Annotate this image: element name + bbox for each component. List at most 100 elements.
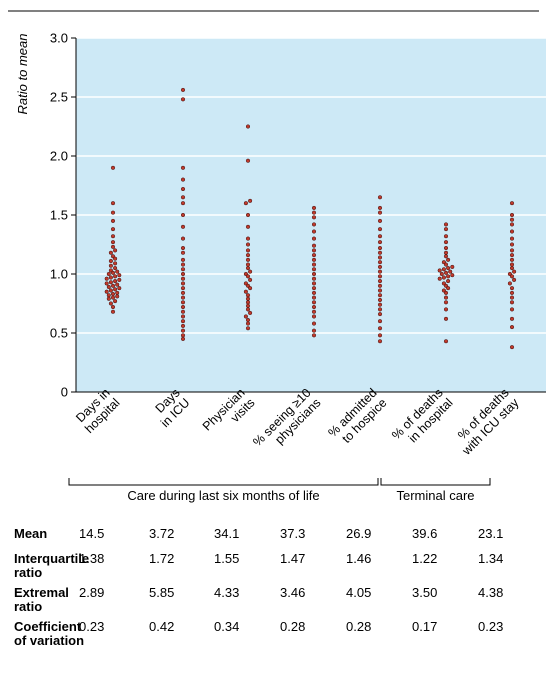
data-point [377, 297, 383, 303]
data-point [509, 236, 515, 241]
data-point [443, 234, 449, 239]
data-point [441, 267, 446, 272]
data-point [509, 345, 515, 350]
data-point [113, 256, 118, 261]
data-point [245, 303, 251, 308]
data-point [512, 269, 517, 274]
stats-value: 37.3 [280, 526, 306, 541]
data-point [245, 296, 251, 301]
y-axis-ticks: 0 0.5 1.0 1.5 2.0 2.5 3.0 [50, 31, 546, 400]
stats-value: 4.05 [346, 585, 372, 600]
data-point [377, 255, 383, 260]
stats-value: 0.23 [478, 619, 504, 634]
data-point [311, 290, 317, 295]
data-point [245, 262, 251, 267]
data-point [311, 229, 317, 234]
y-tick-label: 2.0 [50, 149, 68, 164]
stats-value: 4.38 [478, 585, 504, 600]
stats-row-label: Interquartile ratio [14, 551, 90, 580]
data-point [180, 304, 186, 310]
data-point [377, 283, 383, 288]
data-point [248, 286, 253, 291]
stats-value: 0.42 [149, 619, 175, 634]
data-point [443, 227, 449, 232]
data-point [248, 198, 253, 203]
data-point [437, 276, 442, 281]
data-point [443, 295, 449, 300]
data-point [110, 270, 116, 275]
data-point [311, 304, 317, 310]
stats-value: 1.47 [280, 551, 306, 566]
data-point [180, 262, 186, 267]
data-point [443, 307, 449, 312]
data-point [180, 224, 186, 229]
stats-value: 0.17 [412, 619, 438, 634]
data-point [248, 277, 253, 282]
data-point [243, 314, 248, 319]
data-point [110, 234, 116, 239]
stats-row-label: Extremal ratio [14, 585, 69, 614]
data-points [104, 87, 517, 350]
data-point [180, 319, 186, 324]
data-point [377, 307, 383, 312]
data-point [104, 281, 109, 286]
gridlines [76, 37, 546, 334]
data-point [311, 243, 317, 248]
data-point [110, 218, 116, 223]
data-point [377, 288, 383, 293]
data-point [104, 289, 109, 294]
stats-value: 1.46 [346, 551, 372, 566]
data-point [180, 271, 186, 277]
data-point [311, 276, 317, 281]
data-point [180, 250, 186, 255]
data-point [110, 295, 116, 300]
data-point [377, 240, 383, 245]
data-point [443, 316, 449, 321]
y-axis-label: Ratio to mean [15, 34, 30, 115]
stats-value: 3.46 [280, 585, 306, 600]
data-point [311, 328, 317, 333]
data-point [180, 281, 186, 286]
data-point [117, 273, 122, 278]
stats-value: 1.72 [149, 551, 175, 566]
data-point [509, 316, 515, 321]
data-point [106, 284, 111, 290]
data-point [509, 300, 515, 305]
data-point [113, 274, 118, 279]
data-point [311, 262, 317, 267]
data-point [104, 276, 109, 281]
stats-value: 26.9 [346, 526, 372, 541]
data-point [512, 277, 517, 282]
data-point [446, 274, 451, 279]
stats-value: 4.33 [214, 585, 240, 600]
data-point [311, 267, 317, 272]
data-point [243, 201, 248, 206]
data-point [311, 215, 317, 220]
data-point [108, 288, 113, 293]
data-point [245, 266, 251, 271]
y-tick-label: 1.0 [50, 267, 68, 282]
data-point [180, 286, 186, 291]
data-point [377, 326, 383, 331]
data-point [509, 286, 515, 291]
data-point [180, 333, 186, 338]
data-point [245, 257, 251, 262]
data-point [446, 279, 451, 284]
stats-value: 0.28 [346, 619, 372, 634]
data-point [311, 300, 317, 305]
data-point [509, 290, 515, 295]
data-point [311, 253, 317, 258]
data-point [311, 257, 317, 262]
stats-value: 1.34 [478, 551, 504, 566]
data-point [113, 248, 118, 253]
data-point [180, 295, 186, 300]
data-point [509, 229, 515, 234]
y-tick-label: 3.0 [50, 31, 68, 46]
data-point [443, 262, 449, 267]
data-point [443, 222, 449, 227]
